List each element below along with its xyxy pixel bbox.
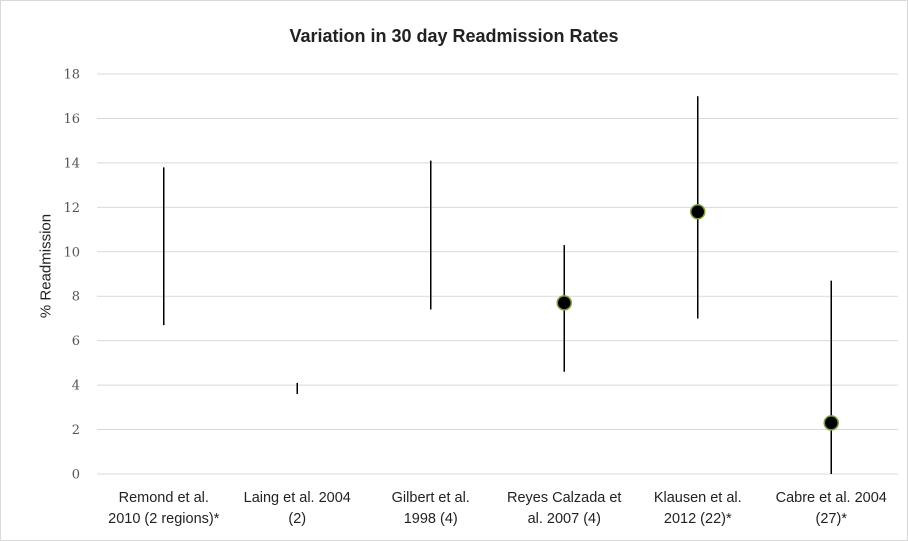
range-lines	[163, 96, 832, 474]
x-tick-label-line: Remond et al.	[119, 490, 209, 506]
x-tick-label: Gilbert et al. 1998 (4)	[392, 490, 470, 527]
x-tick-label: Klausen et al. 2012 (22)*	[654, 490, 742, 527]
x-tick-label-line: Gilbert et al.	[392, 490, 470, 506]
x-tick-label-line: Klausen et al.	[654, 490, 742, 506]
y-tick-label: 2	[72, 423, 80, 438]
x-tick-label-line: Laing et al. 2004	[244, 490, 351, 506]
y-tick-label: 0	[72, 468, 80, 483]
x-tick-label: Remond et al. 2010 (2 regions)*	[108, 490, 220, 527]
y-tick-label: 18	[63, 68, 80, 83]
x-tick-label: Cabre et al. 2004 (27)*	[776, 490, 887, 527]
x-tick-label: Reyes Calzada et al. 2007 (4)	[507, 490, 621, 527]
x-tick-label-line: 2010 (2 regions)*	[108, 511, 220, 527]
gridlines	[97, 73, 898, 475]
y-tick-label: 4	[72, 379, 80, 394]
y-tick-label: 14	[63, 156, 80, 171]
x-tick-label-line: (2)	[288, 511, 306, 527]
chart-title: Variation in 30 day Readmission Rates	[289, 26, 619, 46]
y-tick-labels: 0 2 4 6 8 10 12 14 16 18	[63, 68, 80, 483]
y-tick-label: 12	[63, 201, 80, 216]
x-tick-label: Laing et al. 2004 (2)	[244, 490, 351, 527]
x-tick-label-line: 2012 (22)*	[664, 511, 732, 527]
point-markers	[556, 204, 839, 431]
x-tick-label-line: 1998 (4)	[404, 511, 458, 527]
x-tick-label-line: Reyes Calzada et	[507, 490, 621, 506]
point-marker	[556, 295, 572, 311]
x-tick-label-line: (27)*	[816, 511, 848, 527]
x-tick-label-line: al. 2007 (4)	[528, 511, 601, 527]
y-tick-label: 10	[63, 245, 80, 260]
y-tick-label: 6	[72, 334, 80, 349]
x-tick-label-line: Cabre et al. 2004	[776, 490, 887, 506]
x-tick-labels: Remond et al. 2010 (2 regions)* Laing et a…	[108, 490, 887, 527]
y-tick-label: 8	[72, 290, 80, 305]
point-marker	[690, 204, 706, 220]
point-marker	[823, 415, 839, 431]
y-tick-label: 16	[63, 112, 80, 127]
